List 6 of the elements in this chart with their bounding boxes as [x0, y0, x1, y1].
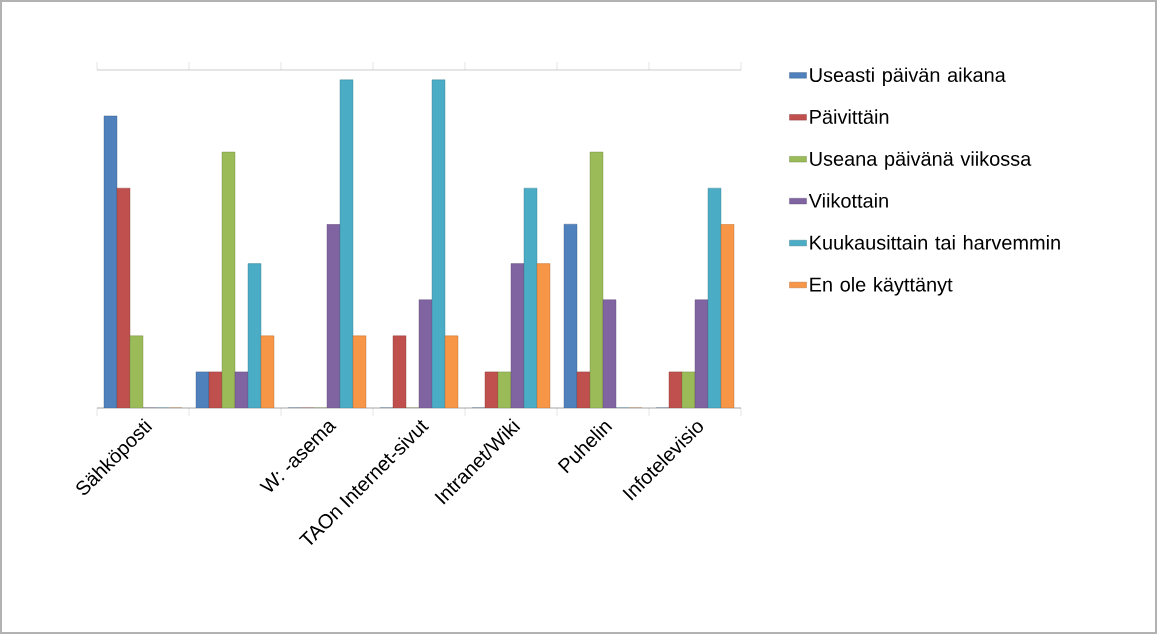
legend-label: Viikottain — [808, 193, 888, 208]
legend-label: Useana päivänä viikossa — [810, 151, 1032, 170]
legend-label: Päivittäin — [810, 109, 889, 124]
legend-label: Useasti päivän aikana — [810, 67, 1006, 86]
legend-label: En ole käyttänyt — [810, 277, 953, 296]
legend-label: Kuukausittain tai harvemmin — [810, 235, 1060, 250]
